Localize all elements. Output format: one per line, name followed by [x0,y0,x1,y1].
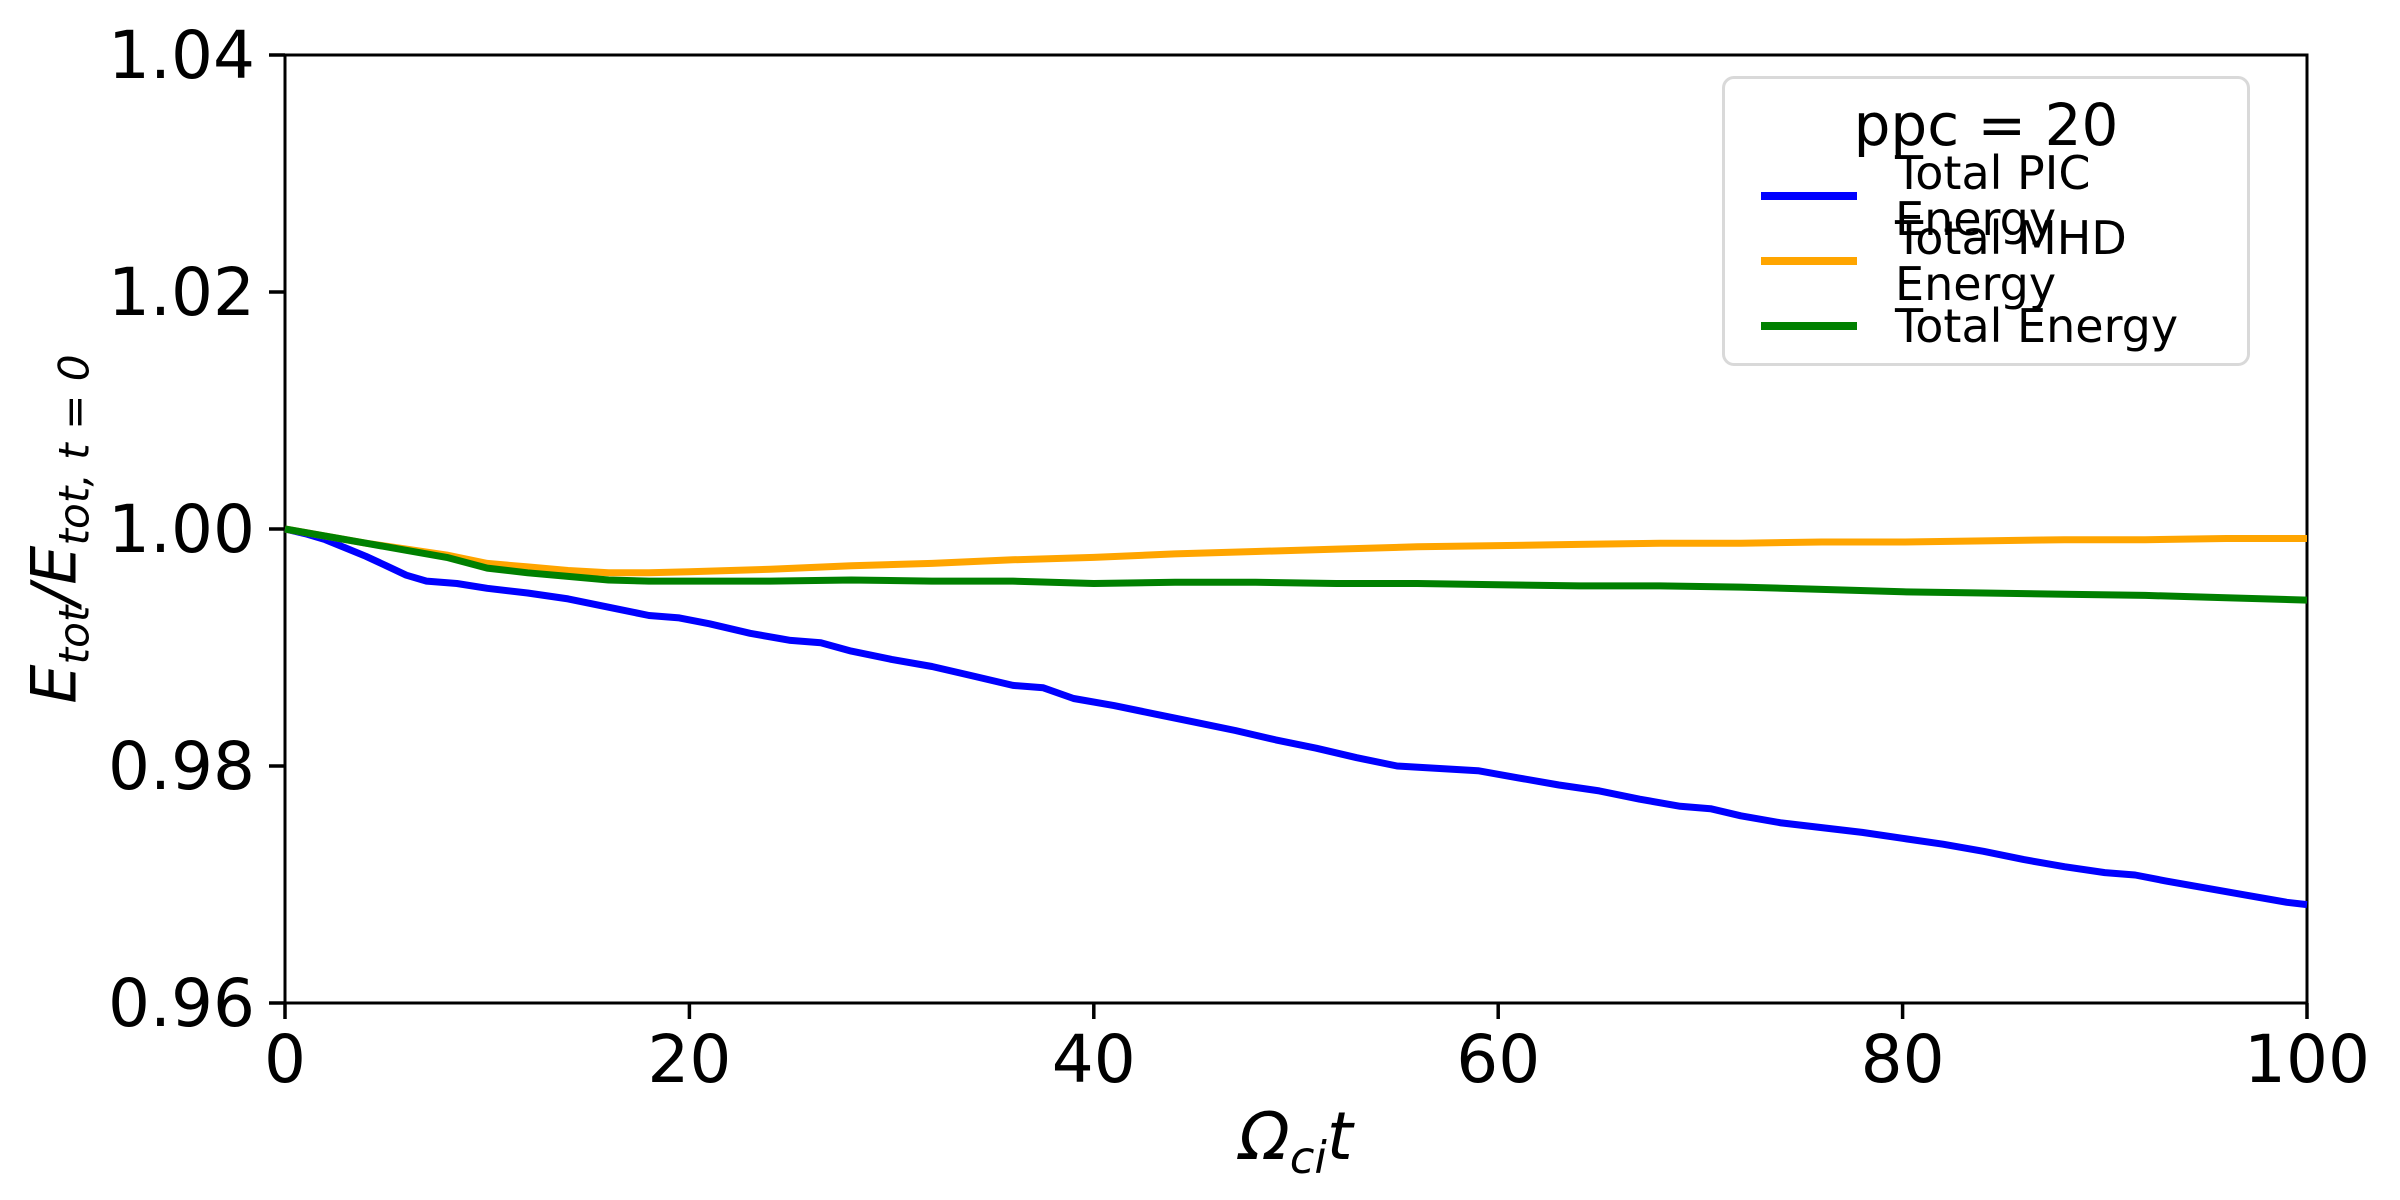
y-tick-label: 1.02 [108,254,255,331]
x-tick-label: 100 [2244,1021,2370,1098]
legend-line-sample [1761,256,1857,265]
x-axis-label-tail: t [1326,1097,1353,1175]
y-axis-label-base1: E [17,664,91,704]
legend-row: Total Energy [1725,293,2247,358]
y-tick-label: 1.00 [108,491,255,568]
x-tick-label: 40 [1052,1021,1136,1098]
legend-row: Total PIC Energy [1725,150,2247,242]
x-axis-label-subscript: ci [1289,1131,1327,1185]
legend-entry-label: Total Energy [1895,298,2179,353]
y-axis-label-subscript1: tot [49,605,99,665]
legend-entry-label: Total PIC Energy [1895,145,2091,246]
legend-row: Total MHD Energy [1725,215,2247,307]
legend-line-sample [1761,321,1857,330]
line-total-energy [284,525,2308,604]
legend-box: ppc = 20 Total PIC Energy Total MHD Energ… [1722,76,2250,366]
x-tick-label: 80 [1861,1021,1945,1098]
x-axis-label-base: Ω [1239,1097,1290,1175]
y-axis-label-base2: E [17,545,91,585]
legend-title: ppc = 20 [1853,91,2119,159]
line-total-pic-energy [284,525,2308,909]
y-tick-label: 0.96 [108,965,255,1042]
y-axis-label-slash: / [17,584,91,606]
y-axis-label-subscript2: tot, t = 0 [49,354,99,546]
legend-line-sample [1761,191,1857,200]
x-axis-label: Ωcit [1239,1098,1352,1184]
line-total-mhd-energy [284,525,2307,577]
x-tick-label: 20 [647,1021,731,1098]
x-tick-label: 0 [264,1021,306,1098]
y-axis-label: Etot/Etot, t = 0 [17,354,98,703]
y-tick-label: 1.04 [108,17,255,94]
x-tick-label: 60 [1456,1021,1540,1098]
legend-entry-label: Total MHD Energy [1895,210,2127,311]
legend-entries: Total PIC Energy Total MHD Energy Total En… [1725,150,2247,358]
y-tick-label: 0.98 [108,728,255,805]
